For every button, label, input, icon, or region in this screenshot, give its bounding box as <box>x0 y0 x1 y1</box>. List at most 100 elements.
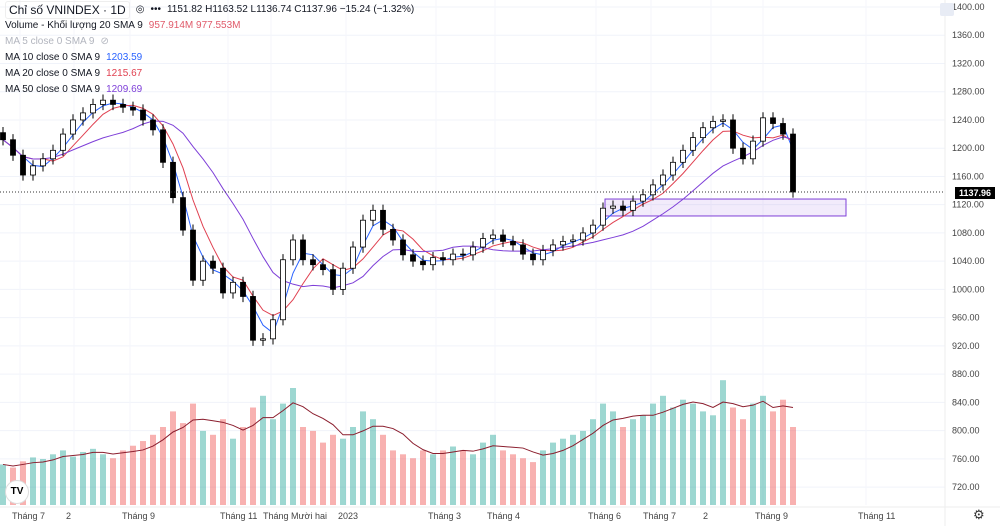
volume-bar <box>580 430 586 505</box>
candle <box>360 214 366 253</box>
volume-bar <box>510 454 516 505</box>
candle <box>120 98 126 113</box>
candle <box>210 255 216 274</box>
volume-bar <box>400 454 406 505</box>
tradingview-logo[interactable]: TV <box>5 480 29 504</box>
candle <box>600 202 606 231</box>
volume-bar <box>720 380 726 505</box>
volume-bar <box>380 434 386 505</box>
x-tick-label: Tháng 9 <box>755 511 788 521</box>
volume-bar <box>150 434 156 505</box>
volume-bar <box>660 395 666 505</box>
indicator-ma20[interactable]: MA 20 close 0 SMA 9 <box>5 68 101 79</box>
candle <box>90 98 96 119</box>
y-tick-label: 1080.00 <box>952 228 985 238</box>
candle <box>620 200 626 216</box>
candle <box>540 244 546 266</box>
volume-bar <box>90 448 96 505</box>
volume-bar <box>360 411 366 505</box>
volume-bar <box>350 427 356 505</box>
y-tick-label: 1040.00 <box>952 256 985 266</box>
candle <box>10 134 16 161</box>
y-tick-label: 1000.00 <box>952 284 985 294</box>
indicator-ma50[interactable]: MA 50 close 0 SMA 9 <box>5 84 101 95</box>
eye-icon[interactable]: ◎ <box>135 4 145 15</box>
x-tick-label: Tháng 7 <box>643 511 676 521</box>
volume-bar <box>320 442 326 505</box>
x-tick-label: Tháng 11 <box>858 511 895 521</box>
candle <box>270 314 276 345</box>
candle <box>320 259 326 276</box>
volume-bar <box>390 450 396 505</box>
candle <box>30 160 36 181</box>
legend: Chỉ số VNINDEX · 1D ◎ ••• 1151.82 H1163.52 … <box>5 1 414 98</box>
candle <box>240 276 246 303</box>
volume-bar <box>770 411 776 505</box>
candle <box>260 333 266 346</box>
y-tick-label: 1120.00 <box>952 200 984 210</box>
more-icon[interactable]: ••• <box>150 4 161 15</box>
candle <box>400 234 406 261</box>
candle <box>250 290 256 346</box>
volume-bar <box>500 450 506 505</box>
candle <box>110 94 116 111</box>
candle <box>490 229 496 245</box>
y-tick-label: 880.00 <box>952 369 980 379</box>
last-price-badge: 1137.96 <box>955 187 996 199</box>
candle <box>70 114 76 140</box>
volume-bar <box>70 456 76 505</box>
candle <box>100 94 106 111</box>
volume-bar <box>370 419 376 505</box>
volume-bar <box>40 458 46 505</box>
x-tick-label: Tháng 11 <box>220 511 257 521</box>
candle <box>500 229 506 248</box>
gear-icon[interactable]: ⚙ <box>973 507 985 522</box>
candle <box>330 263 336 296</box>
indicator-ma5[interactable]: MA 5 close 0 SMA 9 <box>5 36 95 47</box>
candle <box>60 128 66 156</box>
volume-bar <box>460 450 466 505</box>
candle <box>140 104 146 126</box>
volume-bar <box>450 446 456 505</box>
ma50-value: 1209.69 <box>106 84 143 95</box>
candle <box>80 107 86 126</box>
candle <box>720 114 726 128</box>
x-tick-label: Tháng 7 <box>12 511 45 521</box>
volume-bar <box>120 450 126 505</box>
indicator-volume[interactable]: Volume - Khối lượng 20 SMA 9 <box>5 20 143 31</box>
volume-bar <box>550 442 556 505</box>
y-tick-label: 1160.00 <box>952 171 984 181</box>
candle <box>570 234 576 248</box>
symbol-title[interactable]: Chỉ số VNINDEX · 1D <box>5 1 130 19</box>
x-tick-label: Tháng 6 <box>588 511 621 521</box>
volume-bar <box>330 434 336 505</box>
hidden-eye-icon[interactable]: ⊘ <box>100 36 109 47</box>
volume-bar <box>130 445 136 505</box>
candle <box>760 112 766 147</box>
volume-bar <box>540 450 546 505</box>
volume-sma-line <box>2 400 794 467</box>
volume-bar <box>290 388 296 505</box>
y-tick-label: 1280.00 <box>952 87 985 97</box>
volume-bar <box>670 407 676 505</box>
volume-bar <box>190 403 196 505</box>
support-zone[interactable] <box>604 198 847 217</box>
volume-bar <box>780 399 786 505</box>
candle <box>130 101 136 116</box>
indicator-ma10[interactable]: MA 10 close 0 SMA 9 <box>5 52 101 63</box>
candle <box>700 122 706 144</box>
candle <box>530 248 536 266</box>
volume-bar <box>520 458 526 505</box>
volume-bar <box>270 419 276 505</box>
candle <box>770 112 776 130</box>
ma20-line <box>2 104 794 317</box>
volume-bar <box>410 458 416 505</box>
volume-bar <box>590 419 596 505</box>
candle <box>290 234 296 266</box>
candle <box>230 276 236 299</box>
candle <box>430 251 436 271</box>
ma20-value: 1215.67 <box>106 68 143 79</box>
chart-option-button[interactable] <box>940 3 954 16</box>
volume-bar <box>180 423 186 505</box>
